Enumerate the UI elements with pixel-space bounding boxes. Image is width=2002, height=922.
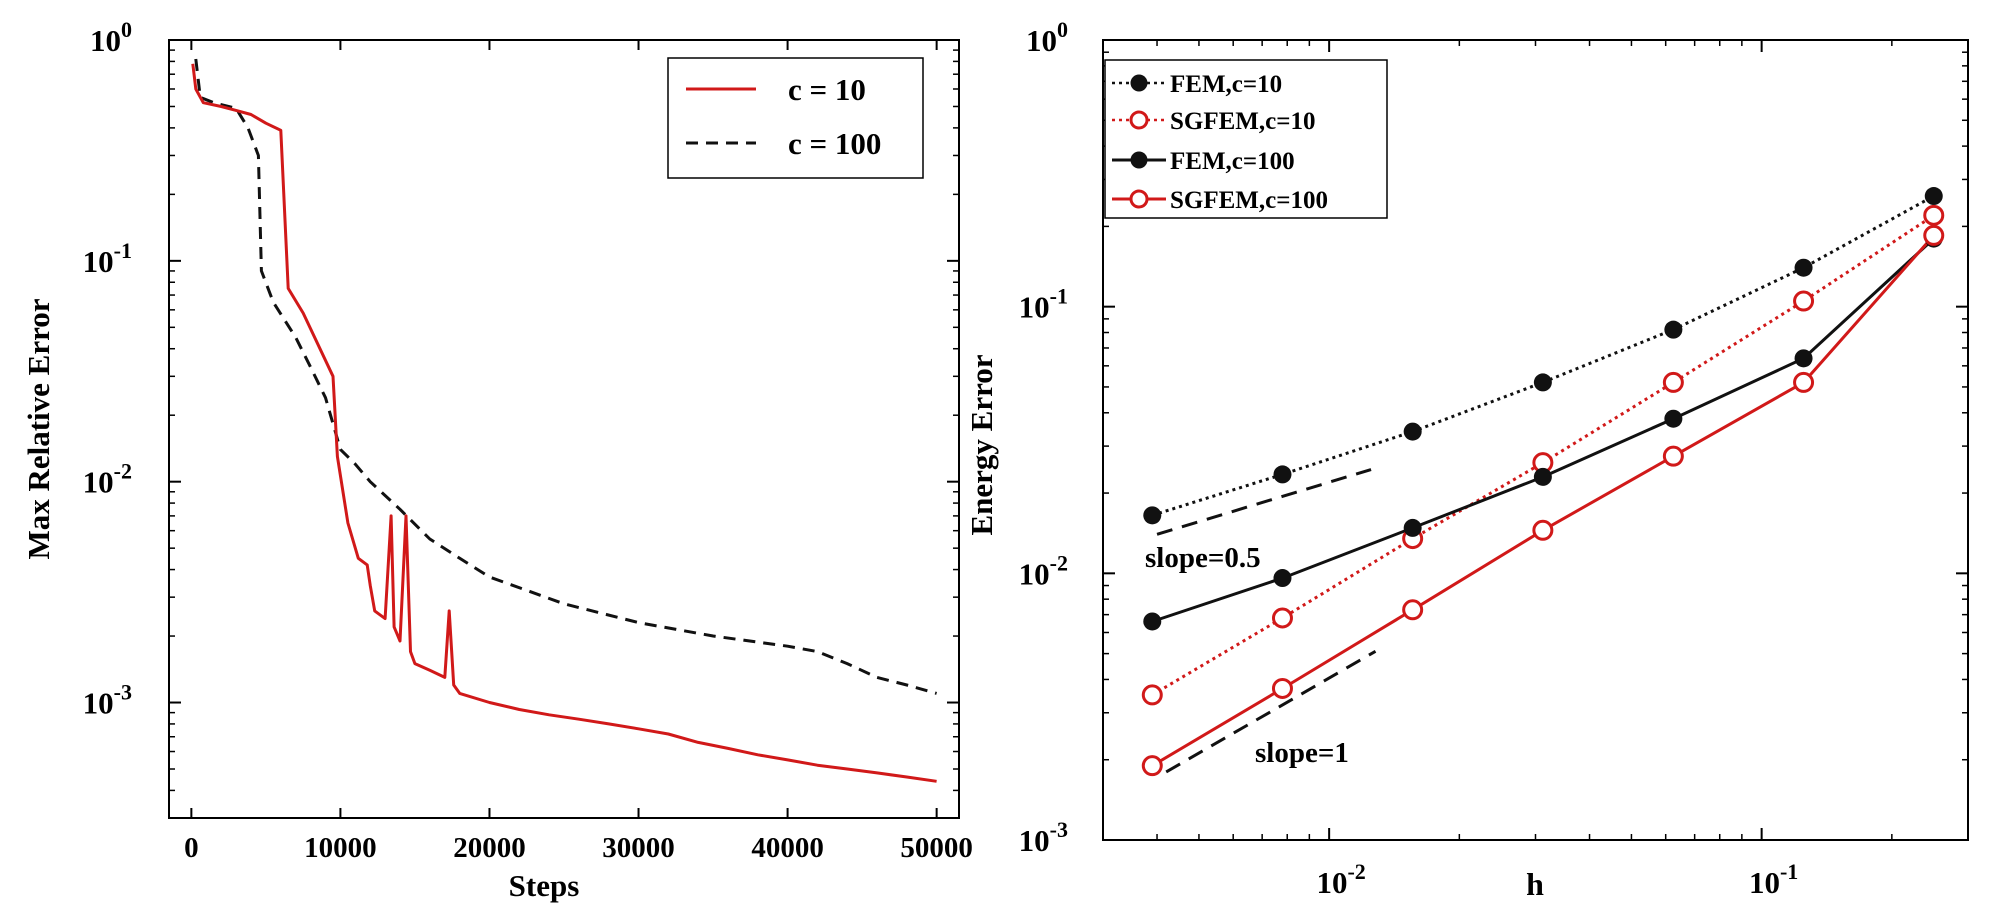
left-x-tick-label: 30000: [602, 832, 675, 864]
right-y-tick-label: 100: [1026, 17, 1068, 58]
right-data-point: [1271, 677, 1293, 699]
right-data-point: [1923, 204, 1945, 226]
legend-label-sgfem-c100: SGFEM,c=100: [1170, 187, 1328, 214]
right-legend-box: [1104, 59, 1388, 219]
chart-energy-error: 10-2 10-1 100 10-1 10-2 10-3 h Energy Error s…: [964, 17, 1969, 902]
right-data-point: [1664, 320, 1683, 339]
right-data-point: [1794, 349, 1813, 368]
left-legend: c = 10 c = 100: [667, 57, 924, 179]
left-x-tick-label: 40000: [751, 832, 824, 864]
legend-label-fem-c100: FEM,c=100: [1170, 148, 1295, 175]
left-tick-group: 0 10000 20000 30000 40000 50000 100 10-1 10-2 10-…: [83, 17, 973, 864]
left-y-tick-label: 10-1: [83, 238, 132, 279]
right-x-tick-label: 10-1: [1749, 859, 1798, 900]
legend-label-c100: c = 100: [788, 126, 881, 161]
left-y-axis-label: Max Relative Error: [21, 298, 56, 559]
left-x-tick-label: 10000: [304, 832, 377, 864]
right-data-point: [1141, 755, 1163, 777]
left-y-tick-label: 10-3: [83, 680, 132, 721]
right-y-tick-label: 10-3: [1019, 817, 1068, 858]
right-series-line: [1151, 237, 1935, 623]
slope-annotation-1: slope=1: [1255, 737, 1349, 769]
right-data-point: [1402, 599, 1424, 621]
left-legend-box: [667, 57, 924, 179]
right-data-point: [1924, 187, 1943, 206]
right-data-point: [1403, 422, 1422, 441]
left-y-tick-label: 100: [90, 17, 132, 58]
left-x-axis-label: Steps: [509, 868, 580, 903]
legend-label-fem-c10: FEM,c=10: [1170, 71, 1282, 98]
right-data-point: [1271, 607, 1293, 629]
left-x-tick-label: 20000: [453, 832, 526, 864]
right-plot-area: [1141, 187, 1945, 777]
slope-reference-line: [1165, 650, 1377, 774]
legend-marker-sgfem-c10: [1129, 110, 1149, 130]
left-y-tick-label: 10-2: [83, 459, 132, 500]
left-x-tick-label: 0: [184, 832, 199, 864]
slope-reference-line: [1156, 468, 1372, 536]
right-data-point: [1143, 506, 1162, 525]
right-data-point: [1273, 465, 1292, 484]
left-series-line: [191, 63, 937, 783]
legend-label-sgfem-c10: SGFEM,c=10: [1170, 108, 1315, 135]
legend-marker-sgfem-c100: [1129, 189, 1149, 209]
chart-steps-error: 0 10000 20000 30000 40000 50000 100 10-1 10-2 10-…: [21, 17, 973, 903]
right-x-tick-label: 10-2: [1316, 859, 1365, 900]
right-data-point: [1141, 684, 1163, 706]
right-data-point: [1533, 373, 1552, 392]
right-data-point: [1273, 569, 1292, 588]
right-y-axis-label: Energy Error: [964, 354, 999, 535]
left-plot-area: [191, 58, 938, 783]
left-x-tick-label: 50000: [900, 832, 973, 864]
right-data-point: [1533, 467, 1552, 486]
right-legend: FEM,c=10 SGFEM,c=10 FEM,c=100 SGFEM,c=10…: [1104, 59, 1388, 219]
legend-marker-fem-c10: [1130, 74, 1148, 92]
right-data-point: [1532, 519, 1554, 541]
right-data-point: [1143, 612, 1162, 631]
left-series-line: [194, 58, 938, 695]
left-plot-frame: [168, 39, 960, 819]
right-data-point: [1662, 371, 1684, 393]
legend-marker-fem-c100: [1130, 151, 1148, 169]
legend-label-c10: c = 10: [788, 72, 866, 107]
right-x-axis-label: h: [1526, 866, 1544, 902]
right-data-point: [1793, 290, 1815, 312]
right-data-point: [1794, 258, 1813, 277]
right-data-point: [1664, 409, 1683, 428]
slope-annotation-0: slope=0.5: [1145, 542, 1261, 574]
right-tick-group: 10-2 10-1 100 10-1 10-2 10-3: [1019, 17, 1968, 900]
right-data-point: [1793, 371, 1815, 393]
right-y-tick-label: 10-2: [1019, 550, 1068, 591]
right-data-point: [1923, 224, 1945, 246]
right-data-point: [1662, 445, 1684, 467]
right-data-point: [1403, 518, 1422, 537]
right-y-tick-label: 10-1: [1019, 284, 1068, 325]
